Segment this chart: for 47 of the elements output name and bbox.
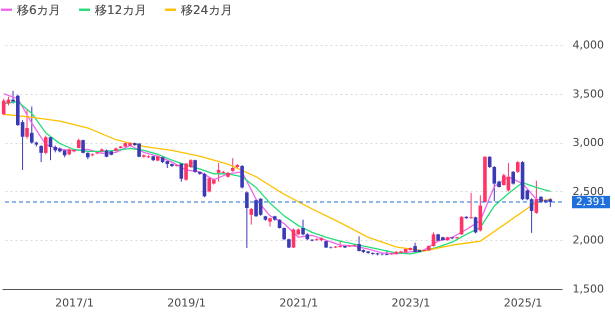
candlestick [48, 136, 52, 161]
x-tick-label: 2023/1 [391, 296, 430, 310]
candlestick [76, 138, 81, 149]
candlestick [202, 172, 206, 198]
candlestick [474, 216, 478, 234]
candlestick [137, 142, 141, 158]
candlestick [193, 159, 197, 174]
candlestick [530, 198, 534, 234]
legend-label: 移24カ月 [181, 2, 232, 17]
candlestick [207, 176, 212, 193]
candlestick [39, 144, 43, 163]
y-tick-label: 3,000 [572, 136, 604, 150]
candlestick [534, 180, 538, 214]
candlestick [44, 135, 48, 155]
candlestick [301, 219, 305, 236]
candlestick [460, 216, 464, 236]
candlestick [413, 242, 417, 253]
candlestick [516, 160, 520, 174]
y-tick-label: 1,500 [572, 282, 604, 296]
candlestick [240, 164, 244, 189]
candlestick [287, 238, 291, 249]
y-tick-label: 4,000 [572, 38, 604, 52]
candlestick [357, 236, 361, 252]
y-tick-label: 2,000 [572, 234, 604, 247]
candlestick [81, 139, 85, 154]
candlestick [511, 170, 515, 186]
x-tick-label: 2017/1 [55, 296, 94, 310]
ref-line-label: 2,391 [576, 196, 606, 208]
candlestick [230, 158, 235, 172]
y-tick-label: 3,500 [572, 87, 604, 100]
candlestick [250, 207, 254, 226]
candlestick [30, 106, 34, 144]
x-tick-label: 2025/1 [504, 296, 542, 310]
candlestick [282, 227, 286, 241]
candlestick [278, 218, 282, 229]
candlestick [180, 162, 184, 182]
legend-label: 移12カ月 [95, 2, 146, 17]
candlestick [432, 232, 436, 248]
x-tick-label: 2021/1 [279, 296, 318, 310]
y-tick-label: 2,500 [572, 184, 604, 198]
x-tick-label: 2019/1 [167, 296, 206, 310]
legend-label: 移6カ月 [17, 2, 61, 17]
candlestick [25, 108, 29, 140]
candlestick [502, 173, 506, 186]
candlestick [258, 198, 262, 216]
candlestick [245, 190, 249, 249]
candlestick [488, 156, 492, 168]
